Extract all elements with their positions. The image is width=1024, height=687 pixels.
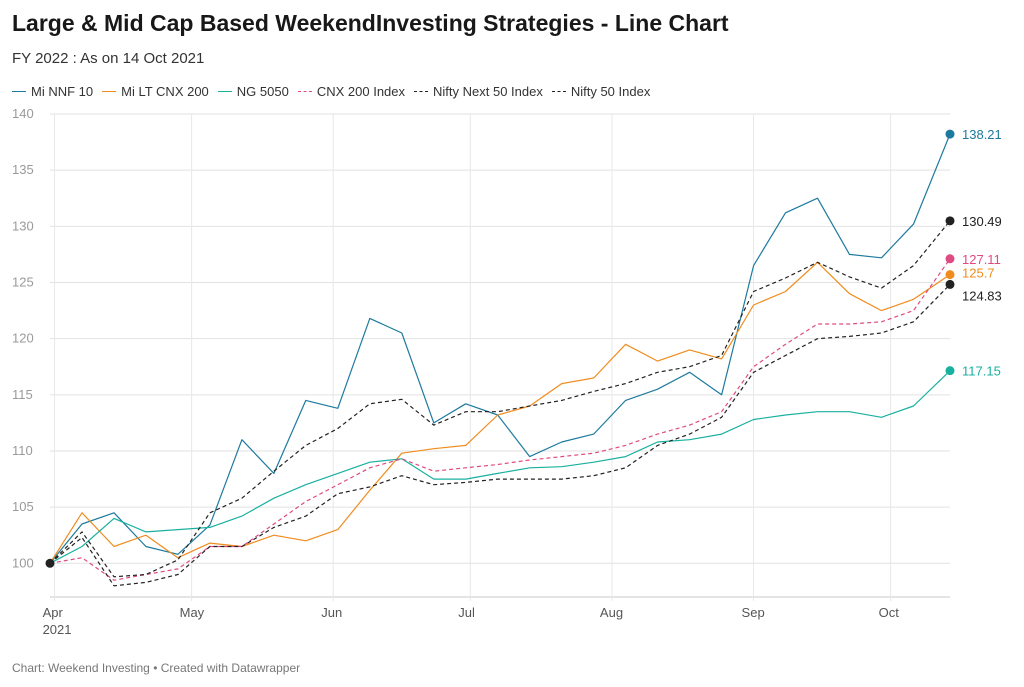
legend-swatch — [12, 90, 26, 92]
chart-footer: Chart: Weekend Investing • Created with … — [12, 661, 301, 675]
series-line — [49, 370, 951, 564]
y-tick-label: 110 — [12, 443, 33, 458]
x-tick-label: Jun — [321, 605, 342, 620]
y-tick-label: 115 — [12, 387, 33, 402]
series-line — [49, 258, 951, 581]
chart-subtitle: FY 2022 : As on 14 Oct 2021 — [12, 50, 205, 67]
legend-label: Nifty Next 50 Index — [433, 83, 543, 99]
series-end-label: 130.49 — [962, 214, 1002, 229]
legend-swatch — [102, 90, 117, 92]
y-tick-label: 120 — [12, 331, 34, 346]
legend-item: Nifty 50 Index — [551, 83, 651, 99]
y-tick-label: 130 — [12, 218, 34, 233]
series-end-label: 138.21 — [962, 127, 1002, 142]
series-line — [49, 220, 951, 578]
series-end-point — [945, 279, 955, 289]
legend-swatch — [217, 90, 232, 92]
series-end-label: 125.7 — [962, 266, 995, 281]
x-tick-label: Jul — [458, 605, 475, 620]
y-tick-label: 100 — [12, 555, 34, 570]
legend-item: NG 5050 — [217, 83, 289, 99]
x-tick-label: Aug — [600, 605, 623, 620]
series-line — [49, 133, 951, 564]
legend-item: CNX 200 Index — [297, 83, 406, 99]
legend-label: NG 5050 — [236, 83, 289, 99]
legend-item: Mi NNF 10 — [12, 84, 93, 99]
legend-swatch — [414, 90, 429, 92]
y-tick-label: 140 — [12, 106, 34, 121]
line-chart: 100 105 110 115 120 125 130 135 140 Apr 2021 May Jun… — [12, 106, 1002, 637]
series-end-label: 127.11 — [962, 252, 1001, 267]
series-end-point — [945, 129, 955, 139]
series-end-point — [945, 216, 955, 226]
legend-label: CNX 200 Index — [316, 83, 406, 99]
x-tick-sublabel: 2021 — [43, 622, 72, 637]
legend-item: Mi LT CNX 200 — [102, 84, 209, 99]
series-end-point — [945, 254, 955, 264]
chart-legend: Mi NNF 10 Mi LT CNX 200 NG 5050 CNX 200 Ind… — [12, 82, 659, 100]
chart-title: Large & Mid Cap Based WeekendInvesting S… — [12, 10, 729, 36]
series-line — [49, 261, 951, 564]
legend-label: Nifty 50 Index — [570, 83, 651, 99]
legend-item: Nifty Next 50 Index — [414, 84, 543, 99]
series-end-point — [945, 270, 955, 280]
legend-swatch — [297, 90, 312, 92]
series-end-point — [945, 366, 955, 376]
series-end-label: 124.83 — [962, 288, 1002, 303]
x-tick-label: May — [180, 605, 205, 620]
y-tick-label: 105 — [12, 499, 34, 514]
legend-label: Mi NNF 10 — [31, 83, 94, 99]
legend-swatch — [551, 90, 566, 92]
y-tick-label: 125 — [12, 274, 34, 289]
legend-label: Mi LT CNX 200 — [121, 83, 209, 99]
series-line — [49, 283, 951, 587]
x-tick-label: Apr — [43, 605, 64, 620]
x-tick-label: Sep — [742, 605, 765, 620]
series-start-point — [45, 558, 55, 568]
series-end-label: 117.15 — [962, 364, 1001, 379]
y-tick-label: 135 — [12, 162, 34, 177]
x-tick-label: Oct — [879, 605, 900, 620]
